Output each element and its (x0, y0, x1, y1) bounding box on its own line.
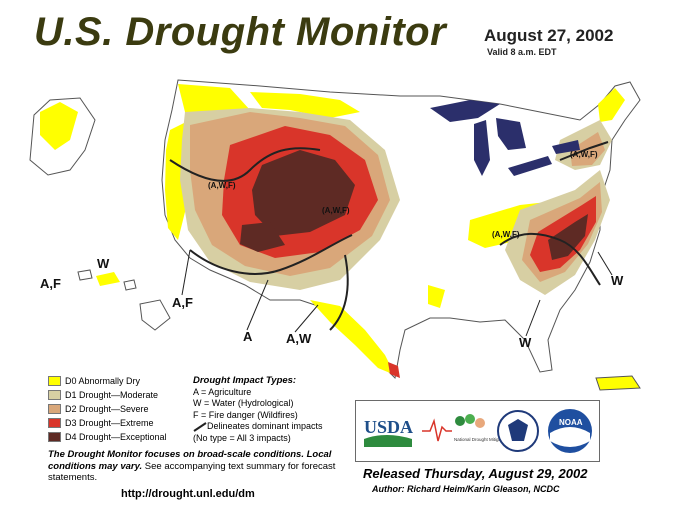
puerto-rico (595, 375, 641, 391)
d0-north-plains (250, 92, 360, 118)
impact-delineates-label: Delineates dominant impacts (207, 421, 323, 431)
note-bold: The Drought Monitor focuses on broad-sca… (48, 449, 332, 472)
author-line: Author: Richard Heim/Karin Gleason, NCDC (372, 484, 560, 494)
alaska-d0 (40, 102, 78, 150)
impact-agriculture: A = Agriculture (193, 386, 252, 397)
impact-line-southeast (499, 232, 601, 286)
released-date: Released Thursday, August 29, 2002 (363, 466, 588, 481)
pointer-lines (181, 249, 613, 337)
legend-d4-swatch (48, 432, 61, 442)
legend-d2: D2 Drought—Severe (48, 402, 167, 416)
pointer-aw (294, 304, 319, 333)
label-w-hawaii: W (97, 256, 110, 271)
pointer-a (246, 279, 269, 331)
impact-line-southwest (189, 234, 353, 275)
disclaimer-note: The Drought Monitor focuses on broad-sca… (48, 449, 348, 484)
impact-label-plains: (A,W,F) (322, 206, 350, 215)
hawaii-island-1 (77, 269, 93, 281)
d4-colorado (252, 150, 355, 236)
d4-southwest (240, 222, 285, 252)
label-w-southeast: W (519, 335, 532, 350)
lake-superior (430, 100, 500, 122)
legend-d2-label: D2 Drought—Severe (65, 404, 149, 414)
d4-areas (240, 150, 588, 260)
ndmc-logo: National Drought Mitigation Center (422, 414, 524, 442)
d0-texas (310, 300, 395, 375)
impact-label-southeast: (A,W,F) (492, 230, 520, 239)
impact-line-west (169, 147, 321, 182)
d4-carolinas (548, 214, 588, 260)
valid-time: Valid 8 a.m. EDT (487, 47, 557, 57)
impact-line-texas (329, 254, 349, 331)
usda-logo-text: USDA (364, 417, 413, 437)
d0-gulf (428, 285, 445, 308)
legend-d0-swatch (48, 376, 61, 386)
impact-types: Drought Impact Types: A = Agriculture W … (193, 375, 323, 444)
impact-label-northeast: (A,W,F) (570, 150, 598, 159)
hawaii-island-3 (139, 299, 171, 331)
legend-d3-swatch (48, 418, 61, 428)
hawaii-island-2 (123, 279, 137, 291)
impact-none: (No type = All 3 impacts) (193, 432, 291, 443)
legend-d1: D1 Drought—Moderate (48, 388, 167, 402)
impact-fire: F = Fire danger (Wildfires) (193, 409, 298, 420)
website-url[interactable]: http://drought.unl.edu/dm (121, 488, 255, 500)
commerce-seal (497, 410, 539, 452)
lake-huron (496, 118, 526, 150)
impact-delineates: Delineates dominant impacts (193, 421, 323, 433)
legend-d4: D4 Drought—Exceptional (48, 430, 167, 444)
legend-d3: D3 Drought—Extreme (48, 416, 167, 430)
legend-d0: D0 Abnormally Dry (48, 374, 167, 388)
delineate-line-icon (193, 421, 207, 432)
lake-erie (508, 156, 552, 176)
label-w-east: W (611, 273, 624, 288)
usda-logo: USDA (364, 417, 413, 447)
impact-line-east (559, 141, 609, 161)
agency-logos: USDA National Drought Mitigation Center … (355, 400, 600, 462)
impact-lines (169, 141, 609, 331)
d0-northeast (598, 88, 625, 122)
legend: D0 Abnormally Dry D1 Drought—Moderate D2… (48, 374, 167, 444)
label-a-bottom: A (243, 329, 253, 344)
legend-d2-swatch (48, 404, 61, 414)
page-title: U.S. Drought Monitor (34, 10, 447, 54)
hawaii (77, 269, 171, 331)
author-names: Richard Heim/Karin Gleason, NCDC (407, 484, 560, 494)
label-aw-bottom: A,W (286, 331, 312, 346)
label-af-bottom: A,F (172, 295, 193, 310)
impact-types-heading: Drought Impact Types: (193, 375, 297, 386)
map-date: August 27, 2002 (484, 26, 614, 45)
legend-d1-swatch (48, 390, 61, 400)
noaa-logo: NOAA (548, 409, 592, 453)
label-af-left: A,F (40, 276, 61, 291)
hawaii-d0 (98, 273, 118, 285)
hawaii-drought (98, 273, 118, 285)
pointer-af (181, 249, 191, 296)
legend-d1-label: D1 Drought—Moderate (65, 390, 159, 400)
author-label: Author: (372, 484, 405, 494)
impact-label-west: (A,W,F) (208, 181, 236, 190)
noaa-logo-text: NOAA (559, 418, 583, 427)
legend-d4-label: D4 Drought—Exceptional (65, 432, 167, 442)
impact-water: W = Water (Hydrological) (193, 398, 294, 408)
legend-d3-label: D3 Drought—Extreme (65, 418, 154, 428)
logos-graphic: USDA National Drought Mitigation Center … (364, 409, 592, 453)
legend-d0-label: D0 Abnormally Dry (65, 376, 141, 386)
ndmc-logo-text: National Drought Mitigation Center (454, 437, 524, 442)
d3-texas-tip (388, 362, 400, 378)
lake-michigan (474, 120, 490, 176)
pointer-w-east (597, 251, 613, 276)
note-plain: See accompanying text summary for foreca… (48, 460, 336, 484)
lake-ontario (552, 140, 580, 154)
pointer-w-se (525, 299, 541, 337)
great-lakes (430, 100, 580, 176)
